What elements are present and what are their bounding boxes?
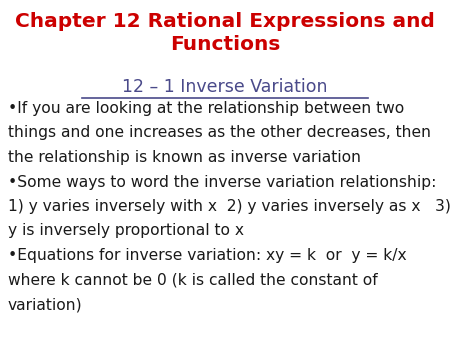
Text: 12 – 1 Inverse Variation: 12 – 1 Inverse Variation bbox=[122, 78, 328, 96]
Text: Chapter 12 Rational Expressions and
Functions: Chapter 12 Rational Expressions and Func… bbox=[15, 12, 435, 54]
Text: •If you are looking at the relationship between two: •If you are looking at the relationship … bbox=[8, 101, 404, 116]
Text: •Some ways to word the inverse variation relationship:: •Some ways to word the inverse variation… bbox=[8, 174, 436, 190]
Text: where k cannot be 0 (k is called the constant of: where k cannot be 0 (k is called the con… bbox=[8, 272, 378, 288]
Text: •Equations for inverse variation: xy = k  or  y = k/x: •Equations for inverse variation: xy = k… bbox=[8, 248, 407, 263]
Text: variation): variation) bbox=[8, 297, 83, 312]
Text: things and one increases as the other decreases, then: things and one increases as the other de… bbox=[8, 125, 431, 141]
Text: the relationship is known as inverse variation: the relationship is known as inverse var… bbox=[8, 150, 361, 165]
Text: y is inversely proportional to x: y is inversely proportional to x bbox=[8, 223, 244, 239]
Text: 1) y varies inversely with x  2) y varies inversely as x   3): 1) y varies inversely with x 2) y varies… bbox=[8, 199, 450, 214]
